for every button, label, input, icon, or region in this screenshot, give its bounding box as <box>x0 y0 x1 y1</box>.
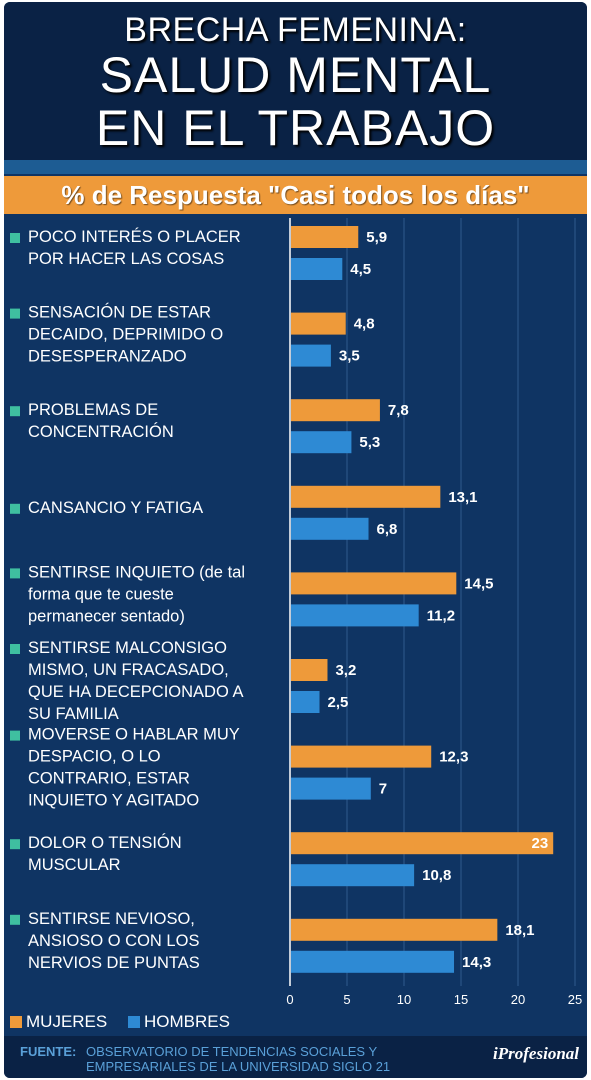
value-label-hombres: 10,8 <box>422 867 451 884</box>
category-label: SENTIRSE INQUIETO (de tal <box>28 563 245 581</box>
x-tick-label: 20 <box>511 992 525 1007</box>
bar-hombres <box>291 517 369 540</box>
bar-hombres <box>291 691 320 713</box>
category-label: DESESPERANZADO <box>28 348 187 366</box>
x-tick-label: 15 <box>454 992 468 1007</box>
category-bullet-icon <box>10 406 20 417</box>
category-label: POR HACER LAS COSAS <box>28 250 224 268</box>
value-label-hombres: 6,8 <box>377 521 398 538</box>
bar-hombres <box>291 431 352 454</box>
x-tick-label: 25 <box>568 992 582 1007</box>
grid-lines <box>289 218 576 986</box>
legend-item-hombres: HOMBRES <box>128 1011 230 1033</box>
category-label: POCO INTERÉS O PLACER <box>28 227 241 246</box>
bar-mujeres <box>291 399 380 422</box>
legend-swatch-hombres <box>128 1016 140 1028</box>
category-label: permanecer sentado) <box>28 607 185 625</box>
category-label: DESPACIO, O LO <box>28 748 161 766</box>
legend-label-hombres: HOMBRES <box>144 1012 230 1031</box>
category-bullet-icon <box>10 644 20 654</box>
header: BRECHA FEMENINA: SALUD MENTAL EN EL TRAB… <box>4 2 587 160</box>
category-label: CANSANCIO Y FATIGA <box>28 499 203 517</box>
legend-item-mujeres: MUJERES <box>10 1011 107 1033</box>
infographic-card: BRECHA FEMENINA: SALUD MENTAL EN EL TRAB… <box>4 2 587 1078</box>
value-label-mujeres: 3,2 <box>335 662 356 679</box>
value-label-mujeres: 23 <box>532 835 549 852</box>
bar-hombres <box>291 604 419 627</box>
category-bullet-icon <box>10 308 20 319</box>
value-label-hombres: 7 <box>379 781 387 798</box>
category-bullet-icon <box>10 568 20 579</box>
category-label: PROBLEMAS DE <box>28 401 158 419</box>
category-bullet-icon <box>10 839 20 850</box>
bar-mujeres <box>291 572 457 595</box>
bar-chart: POCO INTERÉS O PLACER POR HACER LAS COSAS… <box>10 218 582 1007</box>
value-label-mujeres: 7,8 <box>388 402 409 419</box>
chart-subtitle: % de Respuesta "Casi todos los días" <box>4 176 587 214</box>
category-bullet-icon <box>10 503 20 514</box>
category-label: forma que te cueste <box>28 585 174 603</box>
category-label: MISMO, UN FRACASADO, <box>28 661 229 679</box>
bar-mujeres <box>291 745 432 768</box>
bar-mujeres <box>291 918 498 941</box>
legend-label-mujeres: MUJERES <box>26 1012 108 1031</box>
bar-mujeres <box>291 659 328 681</box>
bar-mujeres <box>291 832 554 855</box>
category-label: CONCENTRACIÓN <box>28 422 174 441</box>
source-text: OBSERVATORIO DE TENDENCIAS SOCIALES Y EM… <box>86 1044 391 1074</box>
bar-hombres <box>291 777 371 800</box>
bar-hombres <box>291 864 415 887</box>
x-tick-label: 5 <box>343 992 350 1007</box>
category-label: INQUIETO Y AGITADO <box>28 792 199 810</box>
value-label-hombres: 2,5 <box>328 694 349 711</box>
footer: FUENTE: OBSERVATORIO DE TENDENCIAS SOCIA… <box>4 1036 587 1078</box>
value-label-mujeres: 13,1 <box>448 489 477 506</box>
legend: MUJERES HOMBRES <box>4 1011 587 1033</box>
bars: 5,9 4,5 4,8 3,5 7,8 5,3 13,1 6,8 14,5 11,2 3,2 2,5 1… <box>291 226 554 973</box>
title-line-2: SALUD MENTAL <box>99 47 492 103</box>
bar-mujeres <box>291 226 359 248</box>
bar-hombres <box>291 950 455 973</box>
category-label: ANSIOSO O CON LOS <box>28 932 199 950</box>
value-label-hombres: 11,2 <box>427 607 455 624</box>
category-label: MOVERSE O HABLAR MUY <box>28 726 240 744</box>
category-label: DOLOR O TENSIÓN <box>28 833 182 852</box>
category-label: SU FAMILIA <box>28 705 119 723</box>
header-divider <box>4 160 587 174</box>
brand-logo: iProfesional <box>493 1044 579 1063</box>
value-label-hombres: 14,3 <box>462 954 491 971</box>
title-line-3: EN EL TRABAJO <box>95 100 496 156</box>
category-label: MUSCULAR <box>28 856 121 874</box>
value-label-hombres: 4,5 <box>350 261 371 278</box>
category-bullet-icon <box>10 233 20 243</box>
value-label-hombres: 3,5 <box>339 348 360 365</box>
bar-mujeres <box>291 485 441 508</box>
category-label: SENSACIÓN DE ESTAR <box>28 303 211 322</box>
category-label: SENTIRSE MALCONSIGO <box>28 639 227 657</box>
x-axis-ticks: 0 5 10 15 20 25 <box>286 992 582 1007</box>
category-label: DECAIDO, DEPRIMIDO O <box>28 326 223 344</box>
value-label-hombres: 5,3 <box>359 434 380 451</box>
x-tick-label: 0 <box>286 992 293 1007</box>
value-label-mujeres: 14,5 <box>464 575 493 592</box>
value-label-mujeres: 5,9 <box>366 229 387 246</box>
bar-hombres <box>291 344 331 367</box>
value-label-mujeres: 18,1 <box>505 922 534 939</box>
category-bullet-icon <box>10 914 20 925</box>
value-label-mujeres: 12,3 <box>439 749 468 766</box>
category-label: CONTRARIO, ESTAR <box>28 770 190 788</box>
value-label-mujeres: 4,8 <box>354 316 375 333</box>
x-tick-label: 10 <box>397 992 411 1007</box>
category-labels: POCO INTERÉS O PLACER POR HACER LAS COSAS… <box>10 227 245 972</box>
title-line-1: BRECHA FEMENINA: <box>124 11 467 49</box>
category-label: SENTIRSE NEVIOSO, <box>28 910 195 928</box>
source-label: FUENTE: <box>20 1044 77 1059</box>
category-label: NERVIOS DE PUNTAS <box>28 954 200 972</box>
legend-swatch-mujeres <box>10 1016 22 1028</box>
category-label: QUE HA DECEPCIONADO A <box>28 683 243 701</box>
bar-hombres <box>291 258 343 280</box>
bar-mujeres <box>291 312 346 335</box>
category-bullet-icon <box>10 730 20 741</box>
